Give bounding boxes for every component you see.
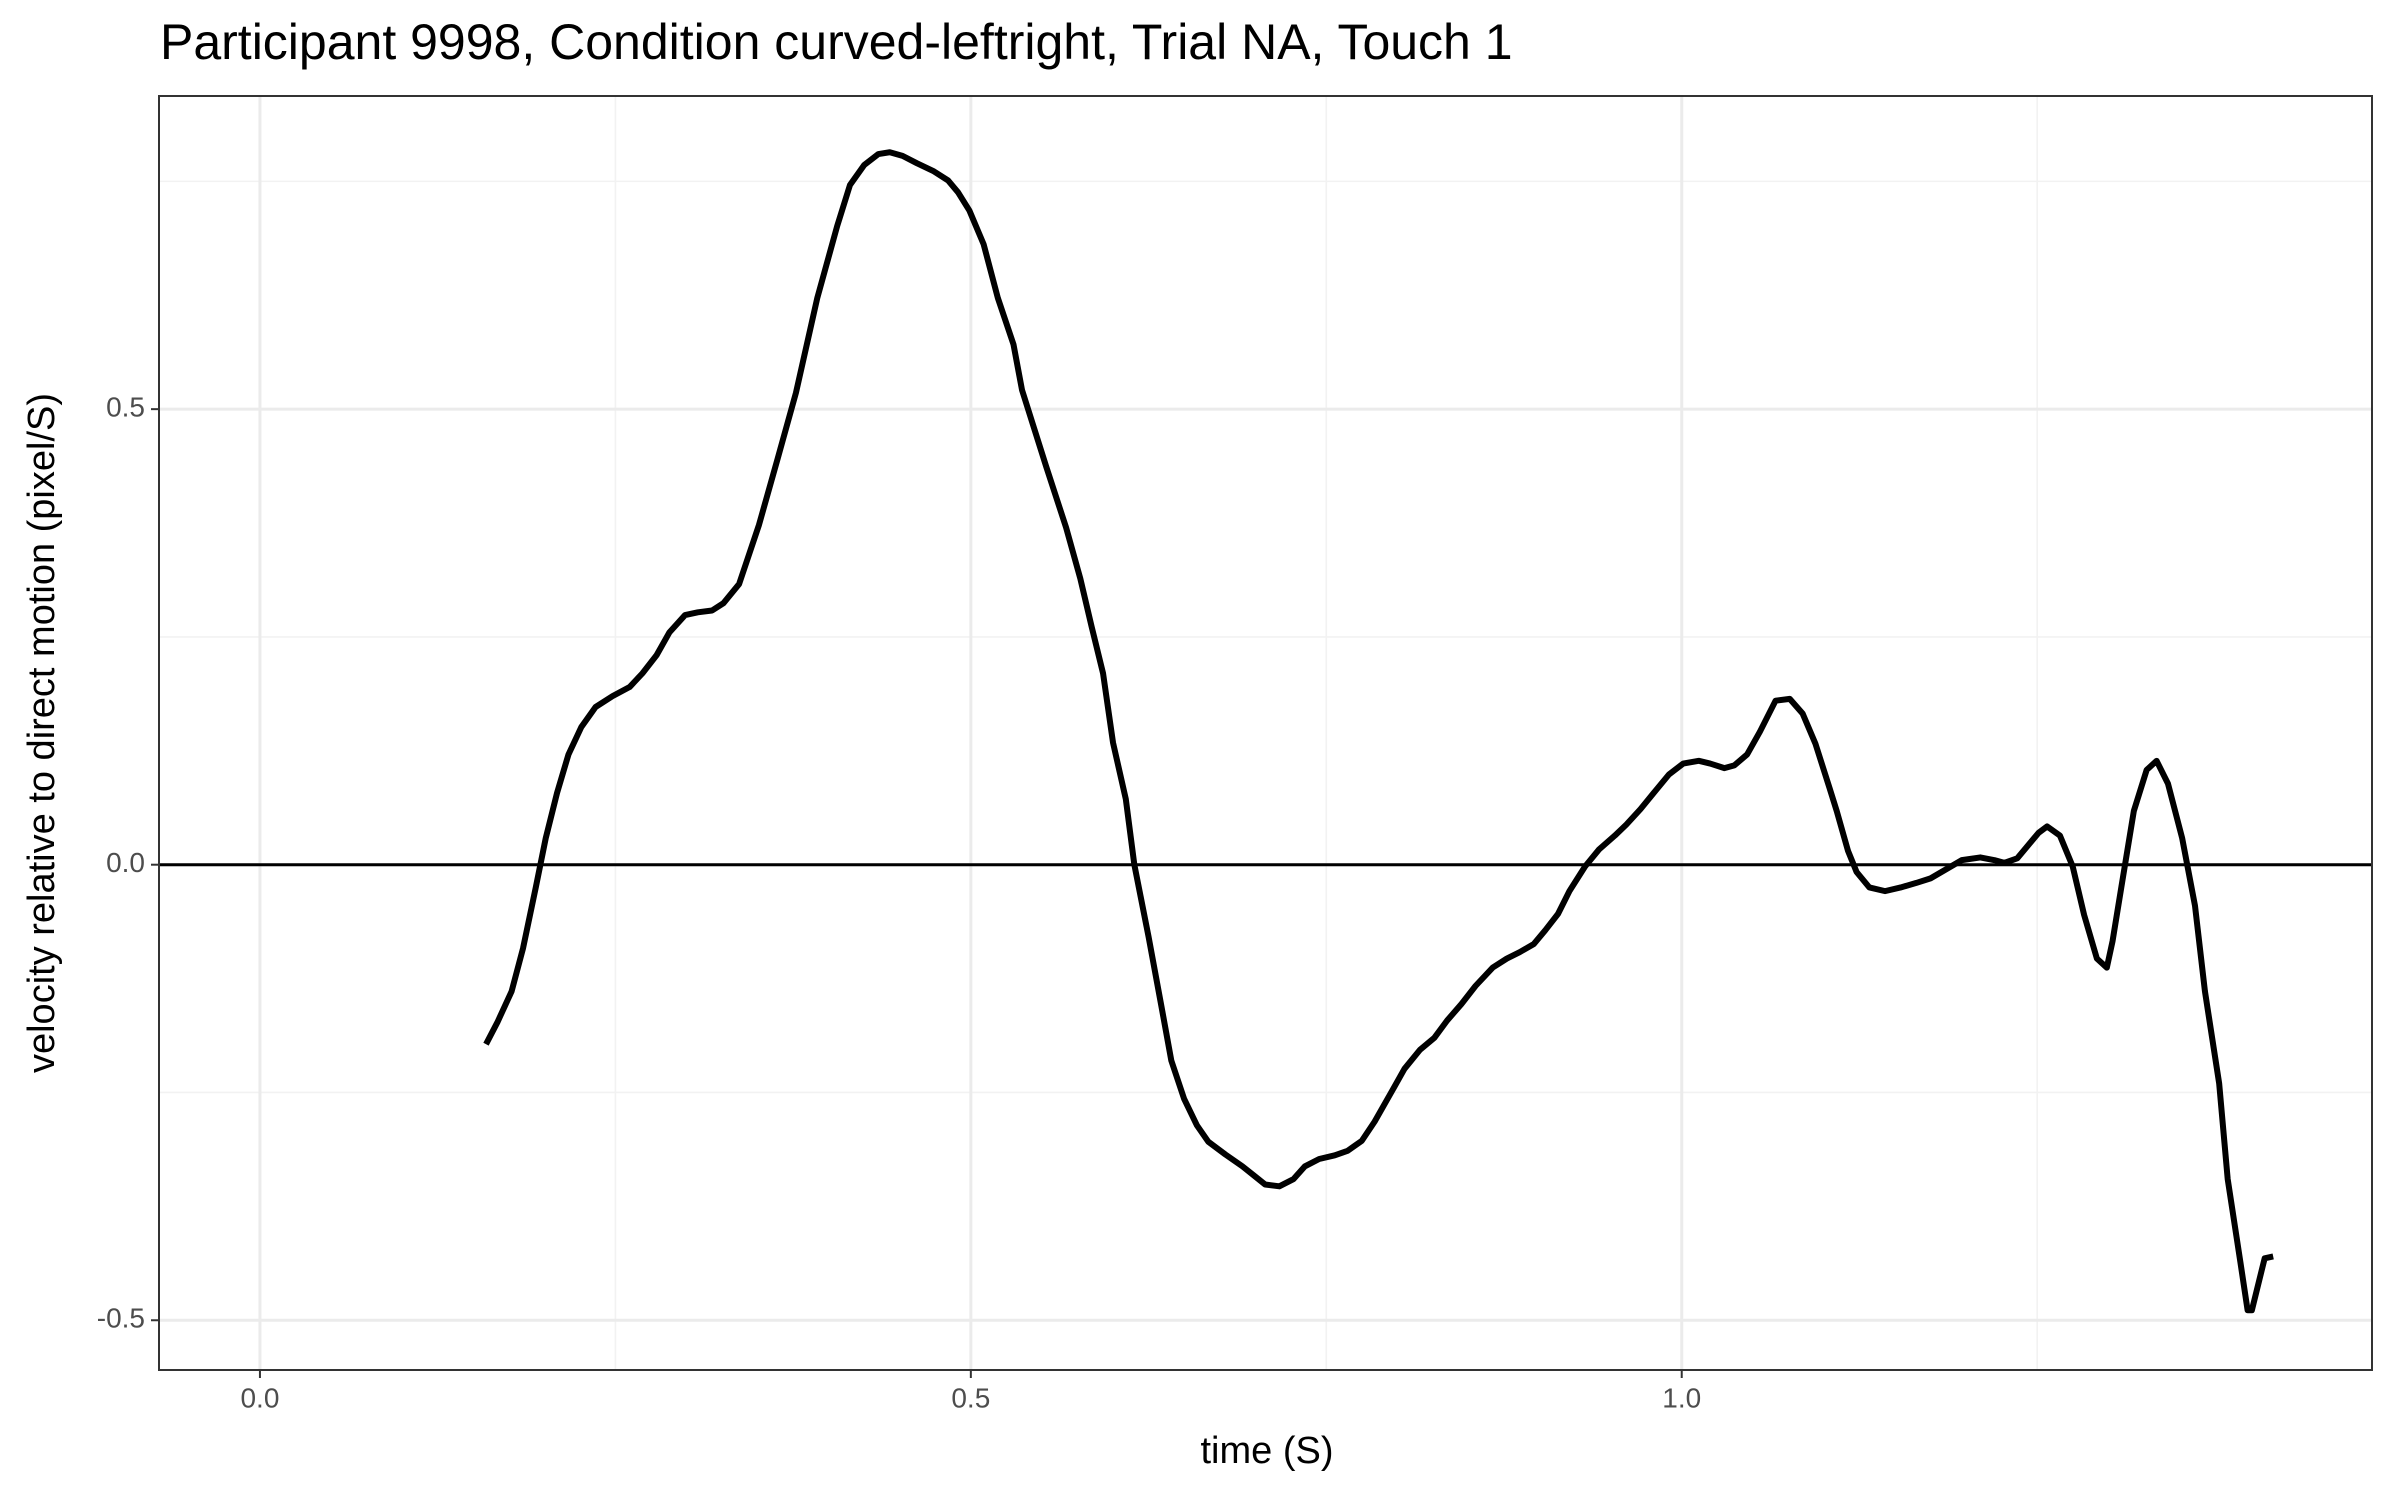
x-tick-label: 1.0 [1662,1382,1701,1413]
y-tick-label: 0.5 [106,392,145,423]
y-axis-label: velocity relative to direct motion (pixe… [21,393,63,1073]
data-line [483,149,2274,1314]
chart-title: Participant 9998, Condition curved-leftr… [160,14,1513,70]
x-tick-label: 0.5 [951,1382,990,1413]
y-tick-label: -0.5 [97,1303,145,1334]
x-tick-label: 0.0 [240,1382,279,1413]
panel-border [158,95,2373,1371]
y-tick-label: 0.0 [106,847,145,878]
x-axis-label: time (S) [1201,1430,1334,1472]
